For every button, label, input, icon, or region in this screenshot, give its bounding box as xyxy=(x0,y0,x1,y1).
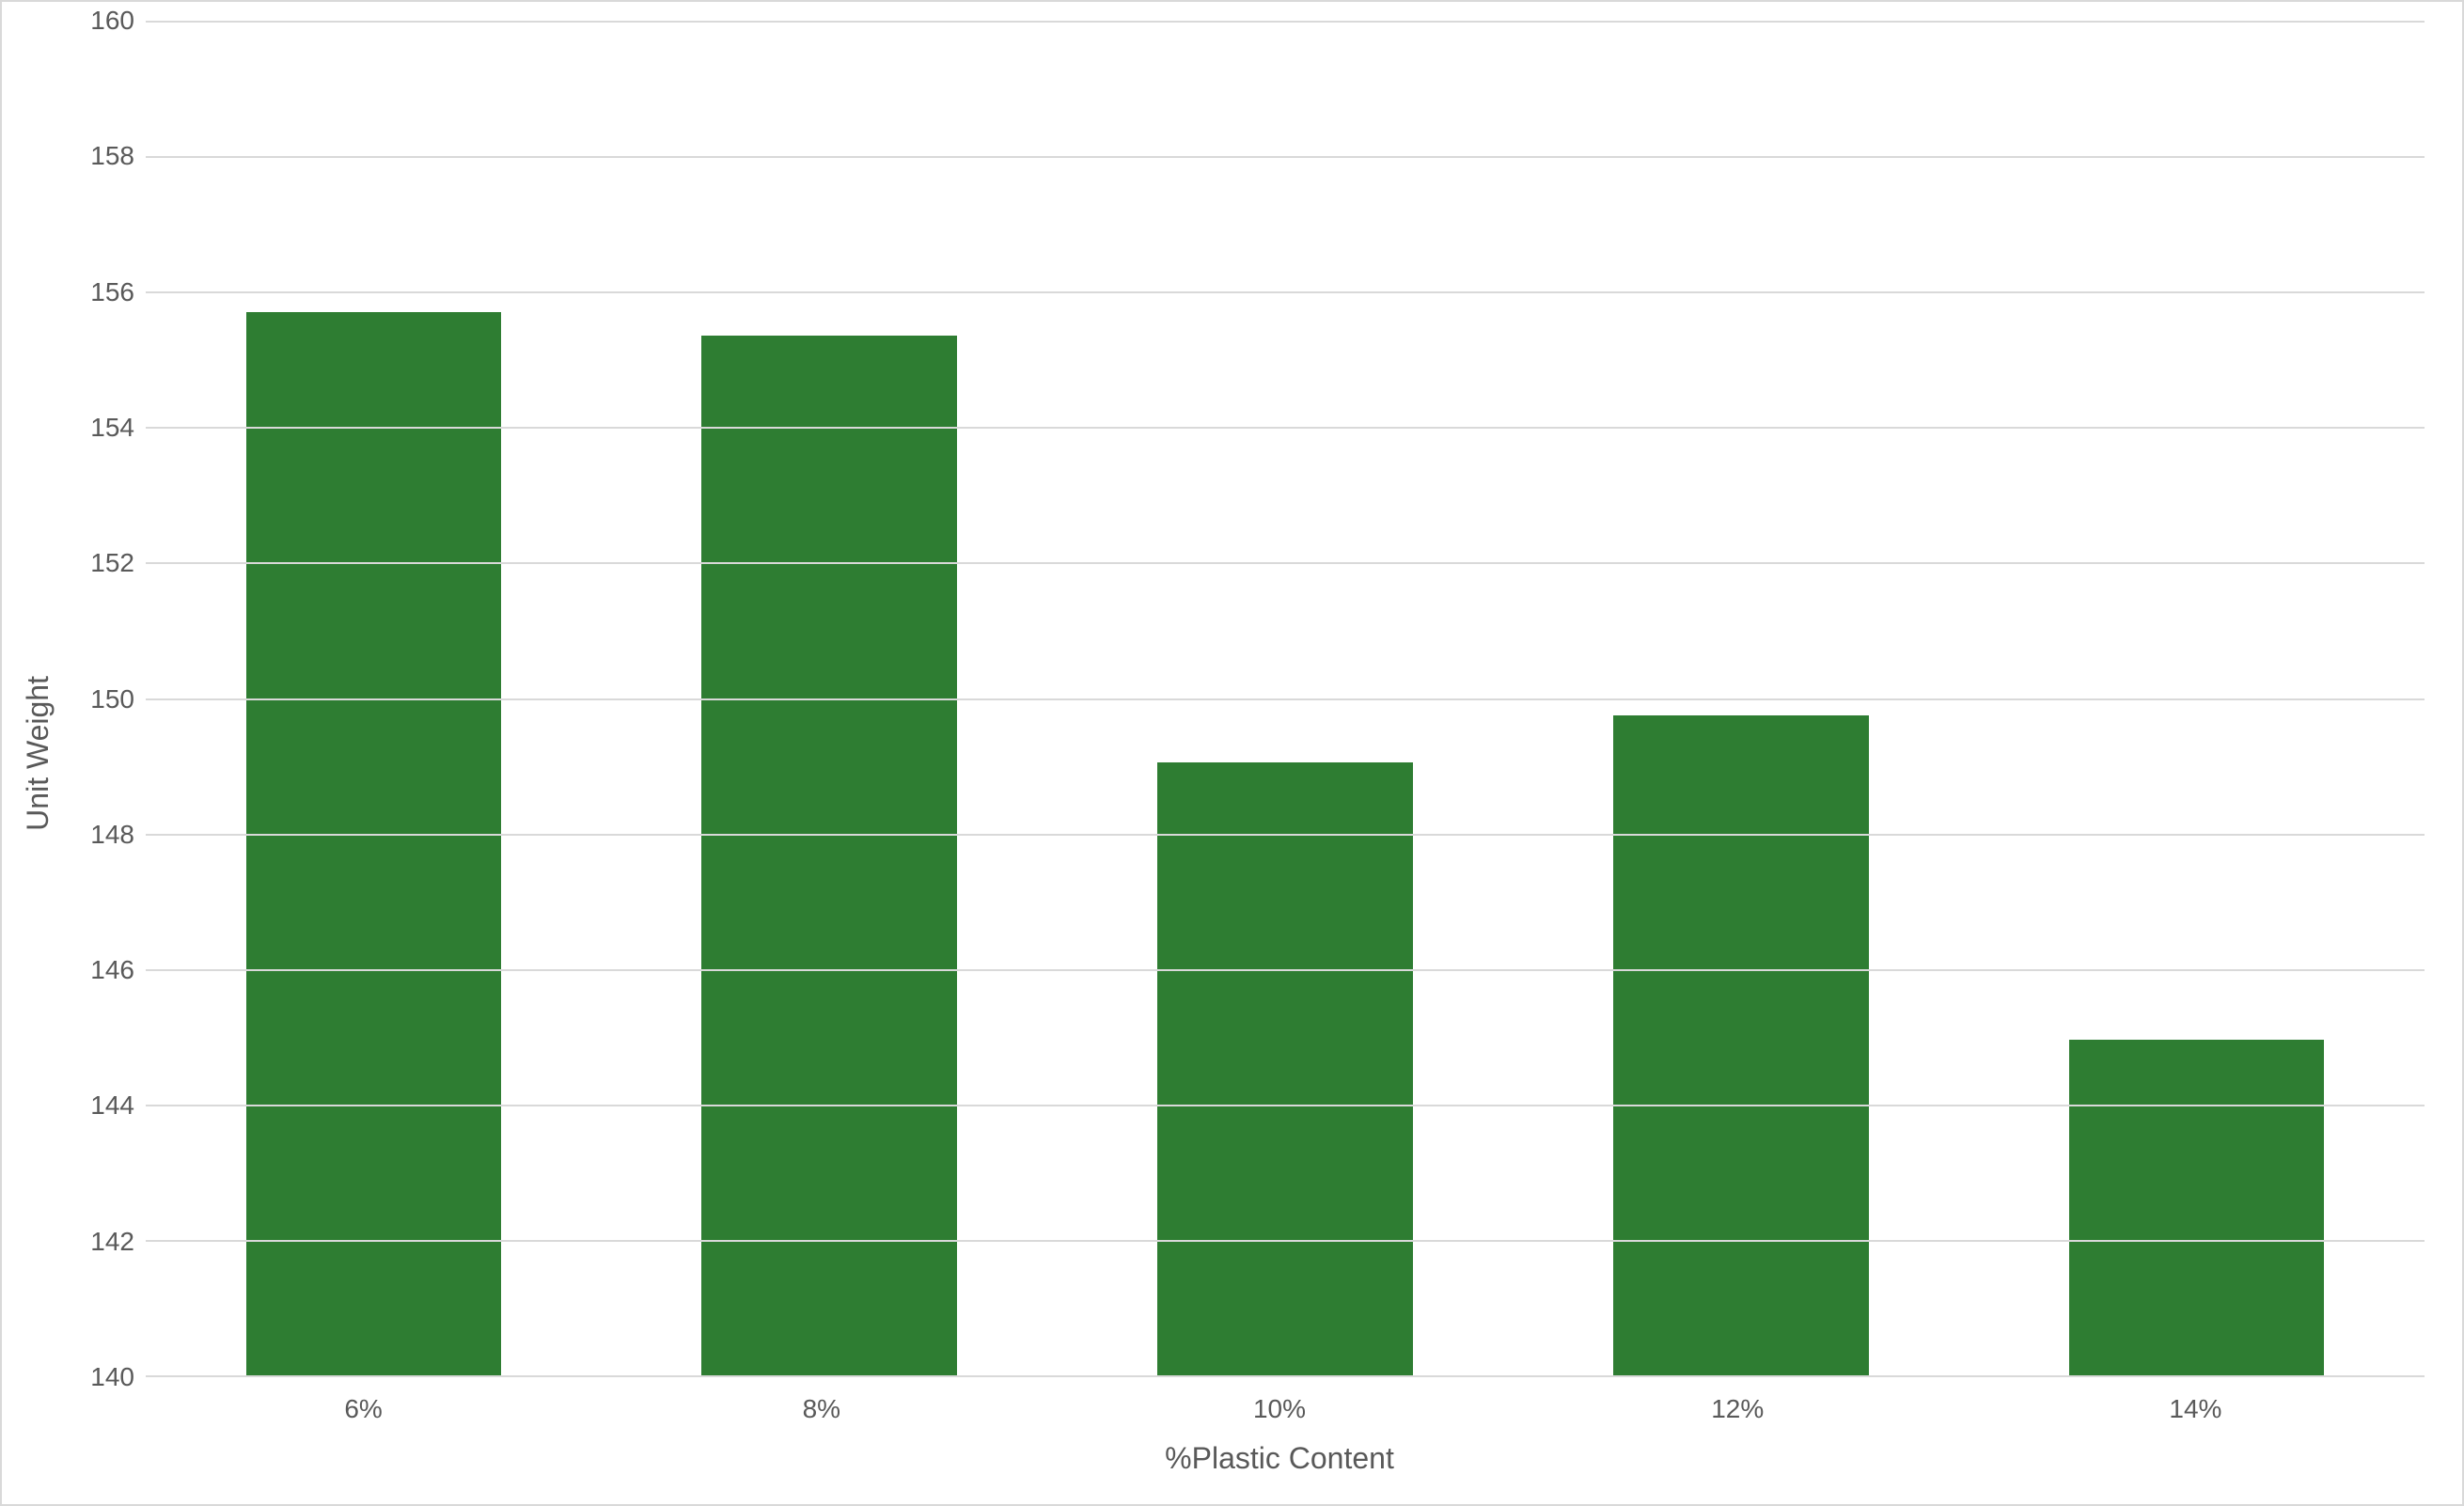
y-tick-label: 160 xyxy=(90,8,134,34)
x-tick-label: 6% xyxy=(134,1377,592,1424)
y-axis-label: Unit Weight xyxy=(21,676,55,831)
x-tick-label: 12% xyxy=(1509,1377,1967,1424)
gridline xyxy=(146,427,2425,429)
gridline xyxy=(146,834,2425,836)
x-axis-row: 6%8%10%12%14% xyxy=(59,1377,2425,1424)
y-tick-label: 144 xyxy=(90,1092,134,1119)
y-tick-label: 140 xyxy=(90,1364,134,1390)
bar xyxy=(246,312,501,1375)
plot-row: 160158156154152150148146144142140 xyxy=(59,21,2425,1377)
gridline xyxy=(146,698,2425,700)
x-axis-label: %Plastic Content xyxy=(134,1441,2425,1476)
gridline xyxy=(146,156,2425,158)
y-tick-label: 158 xyxy=(90,143,134,169)
chart-main: 160158156154152150148146144142140 6%8%10… xyxy=(59,21,2425,1485)
x-tick-label: 10% xyxy=(1050,1377,1508,1424)
x-tick-label: 14% xyxy=(1967,1377,2425,1424)
y-tick-label: 156 xyxy=(90,279,134,306)
y-tick-label: 142 xyxy=(90,1229,134,1255)
y-tick-label: 152 xyxy=(90,550,134,576)
y-tick-label: 148 xyxy=(90,822,134,848)
x-axis-label-spacer xyxy=(59,1441,134,1476)
y-tick-label: 146 xyxy=(90,957,134,983)
gridline xyxy=(146,1240,2425,1242)
bar xyxy=(1613,715,1868,1375)
bar xyxy=(1157,762,1412,1375)
y-tick-label: 154 xyxy=(90,415,134,441)
gridline xyxy=(146,562,2425,564)
y-axis-label-wrap: Unit Weight xyxy=(21,21,59,1485)
bar xyxy=(701,336,956,1375)
bar xyxy=(2069,1040,2324,1375)
plot-area xyxy=(146,21,2425,1377)
gridline xyxy=(146,1105,2425,1106)
x-axis-label-row: %Plastic Content xyxy=(59,1424,2425,1485)
x-tick-label: 8% xyxy=(592,1377,1050,1424)
gridline xyxy=(146,969,2425,971)
x-axis-ticks: 6%8%10%12%14% xyxy=(134,1377,2425,1424)
gridline xyxy=(146,21,2425,23)
gridline xyxy=(146,291,2425,293)
y-axis-ticks: 160158156154152150148146144142140 xyxy=(59,21,146,1377)
chart-container: Unit Weight 160 158 156 154 152 150 148 146 144 1… xyxy=(0,0,2464,1506)
y-tick-label: 150 xyxy=(90,686,134,713)
